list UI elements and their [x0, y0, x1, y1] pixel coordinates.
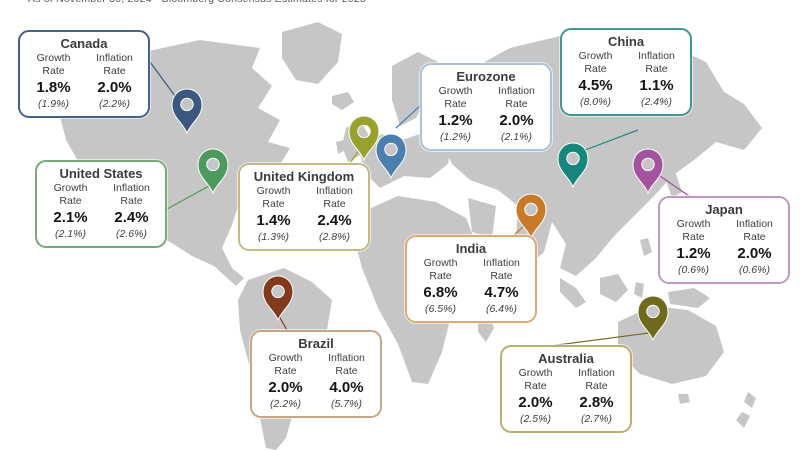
eurozone-connector	[395, 105, 421, 129]
growth-rate-value: 1.2%	[438, 112, 473, 130]
growth-rate-prior: (6.5%)	[425, 303, 456, 316]
country-name: United Kingdom	[253, 169, 355, 184]
growth-rate-label: Growth Rate	[423, 257, 458, 282]
growth-rate-label: Growth Rate	[438, 85, 473, 110]
us-pin	[197, 148, 229, 195]
brazil-pin	[262, 275, 294, 322]
growth-rate-prior: (1.9%)	[38, 98, 69, 111]
growth-rate-value: 4.5%	[578, 77, 613, 95]
china-connector	[579, 129, 639, 153]
inflation-rate-label: Inflation Rate	[483, 257, 520, 282]
canada-callout: Canada Growth Rate 1.8% (1.9%) Inflation R…	[18, 30, 150, 119]
inflation-rate-value: 2.0%	[97, 79, 132, 97]
growth-rate-prior: (0.6%)	[678, 264, 709, 277]
inflation-rate-prior: (6.4%)	[486, 303, 517, 316]
canada-connector	[149, 61, 179, 101]
country-name: India	[455, 241, 487, 256]
inflation-rate-prior: (2.1%)	[501, 131, 532, 144]
japan-connector	[653, 171, 693, 199]
growth-rate-value: 2.1%	[53, 209, 88, 227]
india-pin	[515, 193, 547, 240]
inflation-rate-label: Inflation Rate	[638, 50, 675, 75]
inflation-rate-value: 1.1%	[639, 77, 674, 95]
brazil-callout: Brazil Growth Rate 2.0% (2.2%) Inflation R…	[250, 330, 382, 419]
inflation-rate-label: Inflation Rate	[328, 352, 365, 377]
country-name: Brazil	[298, 336, 334, 351]
australia-callout: Australia Growth Rate 2.0% (2.5%) Inflatio…	[500, 345, 632, 434]
growth-rate-label: Growth Rate	[256, 185, 291, 210]
inflation-rate-label: Inflation Rate	[113, 182, 150, 207]
inflation-rate-value: 4.0%	[329, 379, 364, 397]
country-name: China	[607, 34, 645, 49]
inflation-rate-prior: (2.6%)	[116, 228, 147, 241]
growth-rate-value: 6.8%	[423, 284, 458, 302]
growth-rate-value: 1.8%	[36, 79, 71, 97]
inflation-rate-value: 2.4%	[114, 209, 149, 227]
inflation-rate-prior: (2.7%)	[581, 413, 612, 426]
united-states-callout: United States Growth Rate 2.1% (2.1%) Infl…	[35, 160, 167, 249]
country-name: Canada	[60, 36, 108, 51]
inflation-rate-prior: (2.8%)	[319, 231, 350, 244]
growth-rate-prior: (2.1%)	[55, 228, 86, 241]
growth-rate-prior: (2.5%)	[520, 413, 551, 426]
canada-pin	[171, 88, 203, 135]
japan-callout: Japan Growth Rate 1.2% (0.6%) Inflation Ra…	[658, 196, 790, 285]
inflation-rate-label: Inflation Rate	[316, 185, 353, 210]
china-pin	[557, 142, 589, 189]
inflation-rate-value: 2.0%	[499, 112, 534, 130]
growth-rate-value: 2.0%	[518, 394, 553, 412]
inflation-rate-value: 2.0%	[737, 245, 772, 263]
inflation-rate-label: Inflation Rate	[96, 52, 133, 77]
australia-connector	[541, 332, 650, 348]
growth-rate-label: Growth Rate	[36, 52, 71, 77]
growth-rate-label: Growth Rate	[676, 218, 711, 243]
eurozone-pin	[375, 133, 407, 180]
inflation-rate-label: Inflation Rate	[578, 367, 615, 392]
brazil-connector	[278, 315, 289, 333]
inflation-rate-prior: (2.2%)	[99, 98, 130, 111]
growth-rate-label: Growth Rate	[53, 182, 88, 207]
growth-rate-prior: (1.2%)	[440, 131, 471, 144]
japan-pin	[632, 148, 664, 195]
country-name: Japan	[705, 202, 743, 217]
growth-rate-label: Growth Rate	[578, 50, 613, 75]
inflation-rate-value: 2.8%	[579, 394, 614, 412]
uk-pin	[348, 115, 380, 162]
inflation-rate-value: 4.7%	[484, 284, 519, 302]
inflation-rate-label: Inflation Rate	[498, 85, 535, 110]
country-name: Australia	[538, 351, 594, 366]
united-kingdom-callout: United Kingdom Growth Rate 1.4% (1.3%) Inf…	[238, 163, 370, 252]
inflation-rate-prior: (0.6%)	[739, 264, 770, 277]
growth-rate-value: 2.0%	[268, 379, 303, 397]
inflation-rate-prior: (2.4%)	[641, 96, 672, 109]
australia-pin	[637, 295, 669, 342]
inflation-rate-label: Inflation Rate	[736, 218, 773, 243]
inflation-rate-value: 2.4%	[317, 212, 352, 230]
growth-rate-prior: (1.3%)	[258, 231, 289, 244]
growth-rate-prior: (8.0%)	[580, 96, 611, 109]
growth-rate-prior: (2.2%)	[270, 398, 301, 411]
country-name: Eurozone	[456, 69, 516, 84]
growth-rate-value: 1.4%	[256, 212, 291, 230]
country-name: United States	[59, 166, 143, 181]
inflation-rate-prior: (5.7%)	[331, 398, 362, 411]
eurozone-callout: Eurozone Growth Rate 1.2% (1.2%) Inflation…	[420, 63, 552, 152]
india-callout: India Growth Rate 6.8% (6.5%) Inflation Ra…	[405, 235, 537, 324]
china-callout: China Growth Rate 4.5% (8.0%) Inflation Ra…	[560, 28, 692, 117]
source-caption: As of November 30, 2024 - Bloomberg Cons…	[28, 0, 366, 5]
growth-rate-label: Growth Rate	[518, 367, 553, 392]
growth-rate-label: Growth Rate	[268, 352, 303, 377]
growth-rate-value: 1.2%	[676, 245, 711, 263]
